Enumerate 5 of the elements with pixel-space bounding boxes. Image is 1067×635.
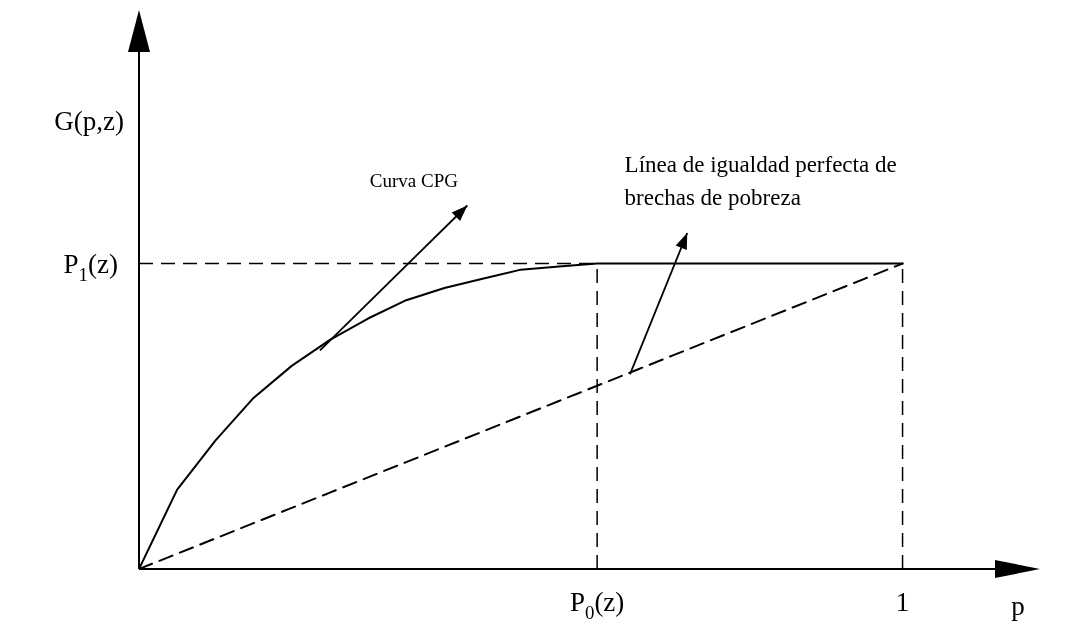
y-axis-title: G(p,z) <box>54 106 124 136</box>
x-axis-title: p <box>1011 591 1025 621</box>
x-tick-label: 1 <box>895 587 910 617</box>
text: Línea de igualdad perfecta de brechas de pobreza <box>624 151 897 210</box>
text: Curva CPG <box>369 170 459 192</box>
